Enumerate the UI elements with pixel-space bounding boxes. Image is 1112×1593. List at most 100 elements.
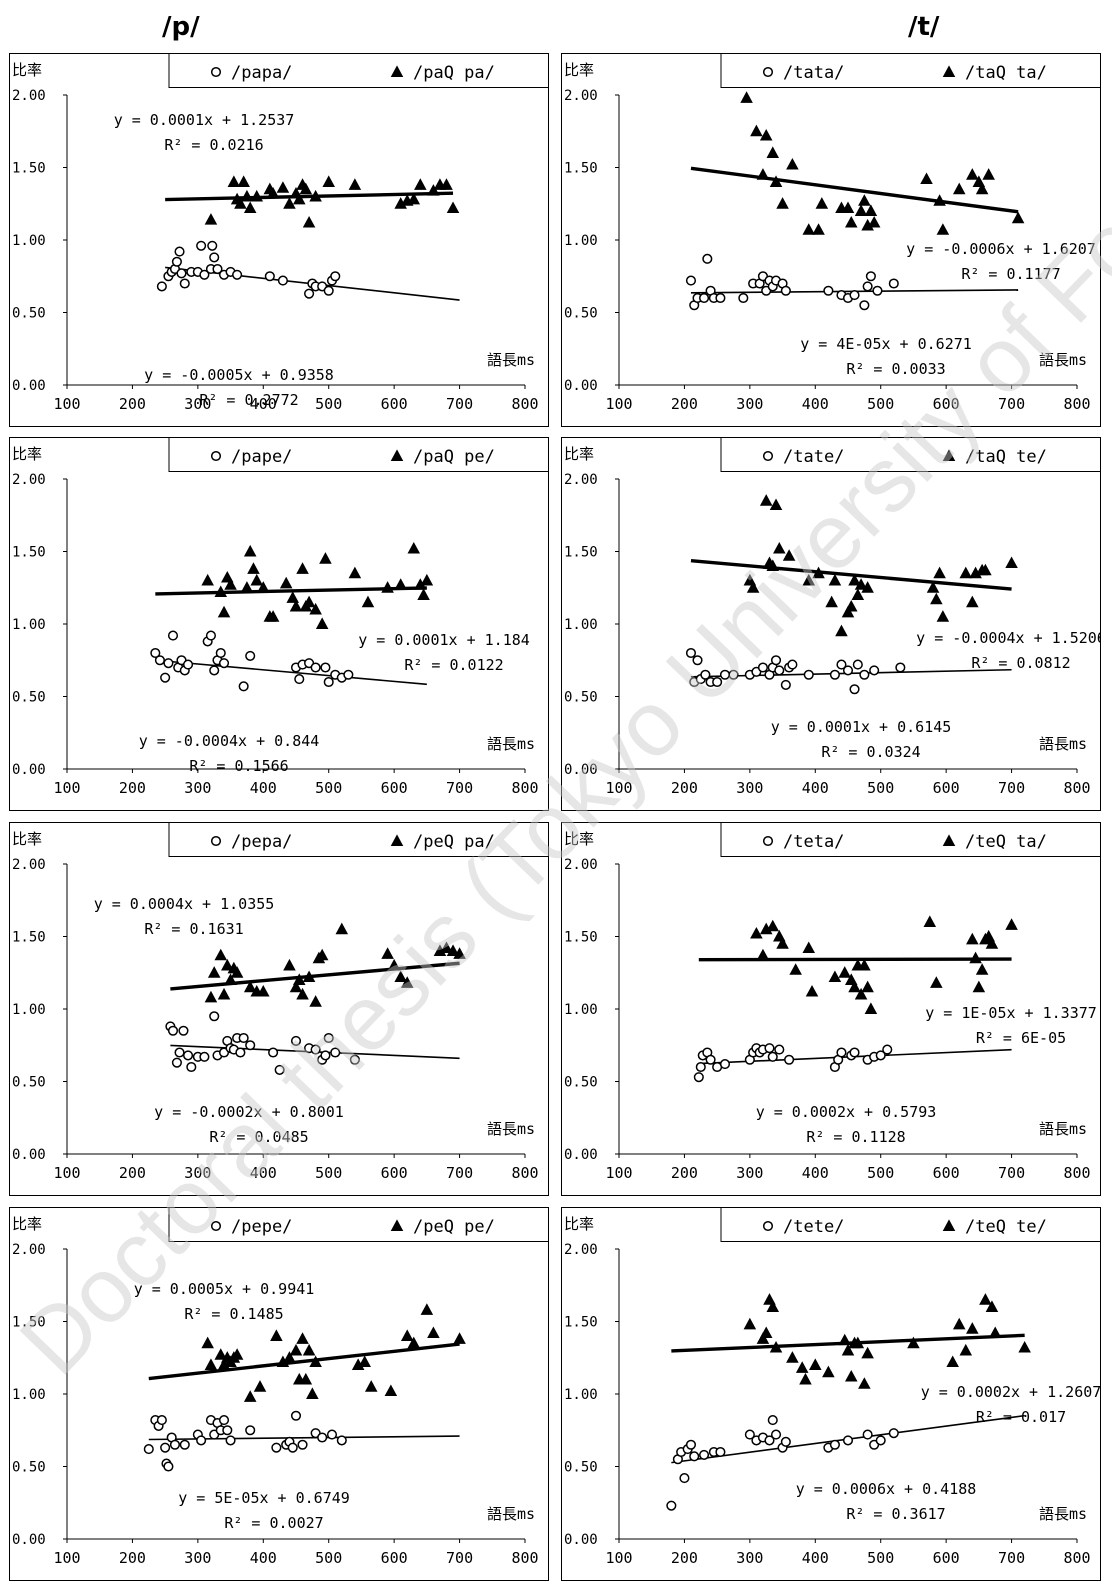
x-tick-label: 100 bbox=[53, 395, 80, 413]
legend-box bbox=[168, 437, 549, 472]
data-point bbox=[776, 197, 789, 209]
regression-equation: y = 0.0001x + 1.2537 bbox=[114, 111, 295, 129]
data-point bbox=[225, 1435, 236, 1446]
y-tick-label: 0.50 bbox=[12, 690, 46, 706]
data-point bbox=[838, 966, 851, 978]
regression-equation: y = 0.0005x + 0.9941 bbox=[134, 1280, 315, 1298]
data-point bbox=[237, 175, 250, 187]
y-tick-label: 0.00 bbox=[12, 762, 46, 778]
x-tick-label: 700 bbox=[998, 1164, 1025, 1182]
data-point bbox=[1011, 211, 1025, 224]
data-point bbox=[795, 1361, 809, 1373]
y-axis-label: 比率 bbox=[12, 830, 42, 848]
data-point bbox=[861, 581, 874, 593]
data-point bbox=[250, 189, 264, 202]
legend-label: /tata/ bbox=[783, 63, 844, 83]
data-point bbox=[861, 1346, 874, 1359]
legend-box bbox=[168, 822, 549, 857]
data-point bbox=[420, 1303, 434, 1315]
data-point bbox=[975, 963, 989, 975]
y-tick-label: 2.00 bbox=[564, 88, 598, 104]
data-point bbox=[222, 1425, 233, 1436]
x-tick-label: 800 bbox=[1063, 1549, 1090, 1567]
legend-label: /teta/ bbox=[783, 832, 844, 852]
data-point bbox=[842, 665, 854, 676]
x-axis-label: 語長ms bbox=[487, 1505, 535, 1523]
data-point bbox=[849, 684, 860, 695]
data-point bbox=[163, 658, 174, 669]
x-axis-label: 語長ms bbox=[1039, 351, 1087, 369]
data-point bbox=[204, 990, 218, 1003]
data-point bbox=[862, 281, 873, 292]
data-point bbox=[700, 669, 711, 680]
y-tick-label: 2.00 bbox=[12, 1242, 46, 1258]
x-tick-label: 600 bbox=[381, 1549, 408, 1567]
y-tick-label: 0.50 bbox=[564, 1075, 598, 1091]
trendline bbox=[690, 558, 1012, 591]
data-point bbox=[787, 659, 798, 670]
x-tick-label: 500 bbox=[867, 1164, 894, 1182]
data-point bbox=[453, 1332, 466, 1344]
y-tick-label: 0.00 bbox=[12, 378, 46, 394]
regression-equation: y = 0.0001x + 0.6145 bbox=[771, 718, 952, 736]
panel-border bbox=[561, 1207, 1101, 1581]
data-point bbox=[349, 1054, 360, 1065]
legend-marker bbox=[942, 834, 956, 846]
x-tick-label: 500 bbox=[867, 779, 894, 797]
r-squared-label: R² = 0.0812 bbox=[971, 654, 1070, 672]
x-tick-label: 700 bbox=[998, 1549, 1025, 1567]
data-point bbox=[802, 223, 816, 235]
x-tick-label: 200 bbox=[671, 1164, 698, 1182]
x-tick-label: 400 bbox=[250, 1549, 277, 1567]
panel-border bbox=[9, 53, 549, 427]
chart-pepe: 0.00 0.50 1.00 1.50 2.00 100 200 300 400 500 600 70… bbox=[9, 1207, 549, 1581]
data-point bbox=[849, 290, 860, 301]
data-point bbox=[926, 581, 940, 593]
r-squared-label: R² = 0.2772 bbox=[199, 391, 298, 409]
r-squared-label: R² = 0.1128 bbox=[806, 1128, 905, 1146]
data-point bbox=[872, 285, 883, 296]
data-point bbox=[966, 595, 979, 608]
x-tick-label: 400 bbox=[250, 779, 277, 797]
y-tick-label: 0.50 bbox=[564, 690, 598, 706]
data-point bbox=[178, 1025, 189, 1036]
data-point bbox=[966, 1322, 979, 1334]
chart-svg: 0.00 0.50 1.00 1.50 2.00 100 200 300 400 500 600 70… bbox=[9, 1207, 549, 1581]
x-tick-label: 800 bbox=[511, 779, 538, 797]
legend-label: /pepa/ bbox=[231, 832, 292, 852]
data-point bbox=[875, 1435, 886, 1446]
data-point bbox=[420, 573, 434, 586]
data-point bbox=[858, 1377, 871, 1389]
data-point bbox=[407, 542, 421, 554]
data-point bbox=[769, 498, 783, 511]
legend-label: /taQ te/ bbox=[965, 447, 1047, 467]
data-point bbox=[743, 1317, 757, 1330]
x-tick-label: 300 bbox=[736, 1549, 763, 1567]
data-point bbox=[232, 269, 243, 280]
data-point bbox=[835, 624, 848, 637]
data-point bbox=[212, 263, 223, 275]
series-circles bbox=[143, 1410, 460, 1472]
data-point bbox=[829, 669, 840, 680]
x-tick-label: 100 bbox=[605, 395, 632, 413]
data-point bbox=[214, 1348, 228, 1360]
data-point bbox=[822, 1365, 835, 1378]
data-point bbox=[204, 213, 218, 225]
data-point bbox=[786, 1351, 799, 1363]
data-point bbox=[156, 281, 167, 292]
trendline bbox=[698, 957, 1012, 962]
data-point bbox=[143, 1444, 154, 1455]
x-tick-label: 500 bbox=[315, 1164, 342, 1182]
regression-equation: y = -0.0004x + 1.5206 bbox=[916, 629, 1101, 647]
data-point bbox=[923, 915, 937, 927]
data-point bbox=[296, 987, 309, 1000]
regression-equation: y = 0.0002x + 0.5793 bbox=[756, 1103, 937, 1121]
data-point bbox=[299, 1372, 313, 1385]
data-point bbox=[240, 581, 254, 593]
data-point bbox=[427, 1326, 440, 1339]
x-tick-label: 100 bbox=[605, 779, 632, 797]
x-axis-label: 語長ms bbox=[1039, 735, 1087, 753]
y-axis-label: 比率 bbox=[564, 1215, 594, 1233]
data-point bbox=[959, 1343, 973, 1356]
data-point bbox=[243, 1390, 257, 1402]
